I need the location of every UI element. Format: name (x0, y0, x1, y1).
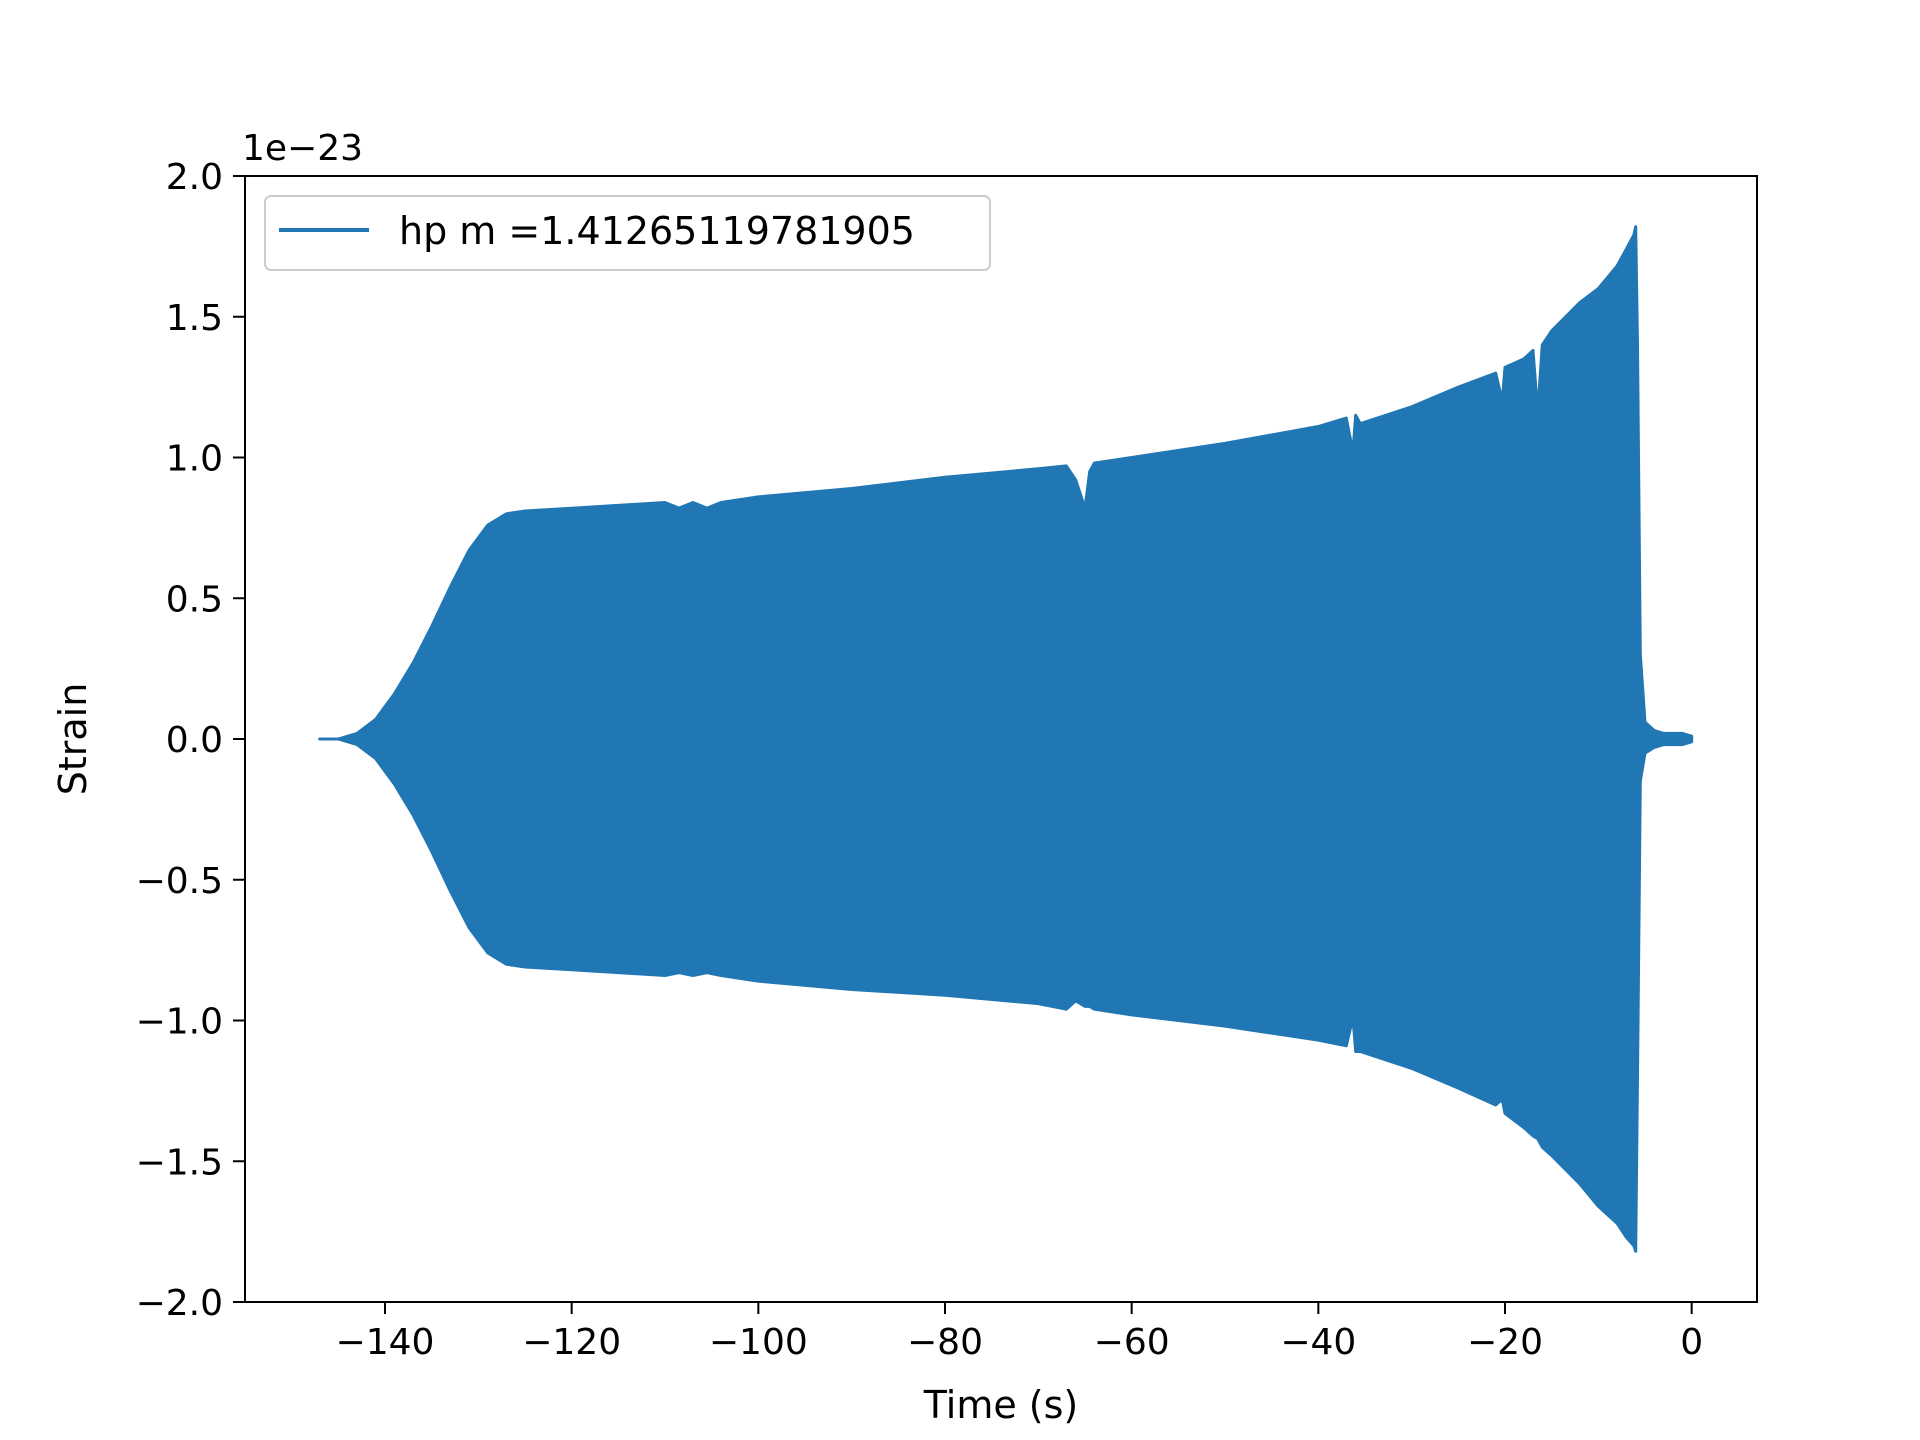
x-tick-label: −140 (336, 1322, 435, 1363)
x-tick-label: −100 (709, 1322, 808, 1363)
y-tick-label: 2.0 (166, 157, 223, 198)
y-tick-label: 1.5 (166, 298, 223, 339)
y-tick-label: −0.5 (136, 861, 223, 902)
legend-entry-label: hp m =1.41265119781905 (399, 209, 915, 253)
plot-area (318, 225, 1694, 1253)
legend-box (264, 195, 991, 271)
x-tick-label: −120 (522, 1322, 621, 1363)
y-tick-label: 0.5 (166, 579, 223, 620)
axes-frame (244, 175, 1758, 1303)
y-axis-offset-text: 1e−23 (242, 128, 363, 169)
x-tick-label: −60 (1094, 1322, 1170, 1363)
x-tick-label: −20 (1467, 1322, 1543, 1363)
x-axis: −140 −120 −100 −80 −60 −40 −20 0 (336, 1302, 1703, 1363)
y-tick-label: −1.5 (136, 1142, 223, 1183)
y-tick-label: 1.0 (166, 439, 223, 480)
legend: hp m =1.41265119781905 (264, 195, 991, 271)
y-axis: 2.0 1.5 1.0 0.5 0.0 −0.5 −1.0 −1.5 −2.0 (136, 157, 245, 1324)
y-tick-label: −1.0 (136, 1002, 223, 1043)
x-tick-label: −80 (907, 1322, 983, 1363)
y-tick-label: −2.0 (136, 1283, 223, 1324)
waveform-series-hp (318, 225, 1694, 1253)
x-tick-label: −40 (1280, 1322, 1356, 1363)
x-tick-label: 0 (1680, 1322, 1703, 1363)
y-tick-label: 0.0 (166, 720, 223, 761)
x-axis-label: Time (s) (923, 1383, 1079, 1427)
y-axis-label: Strain (51, 683, 95, 796)
